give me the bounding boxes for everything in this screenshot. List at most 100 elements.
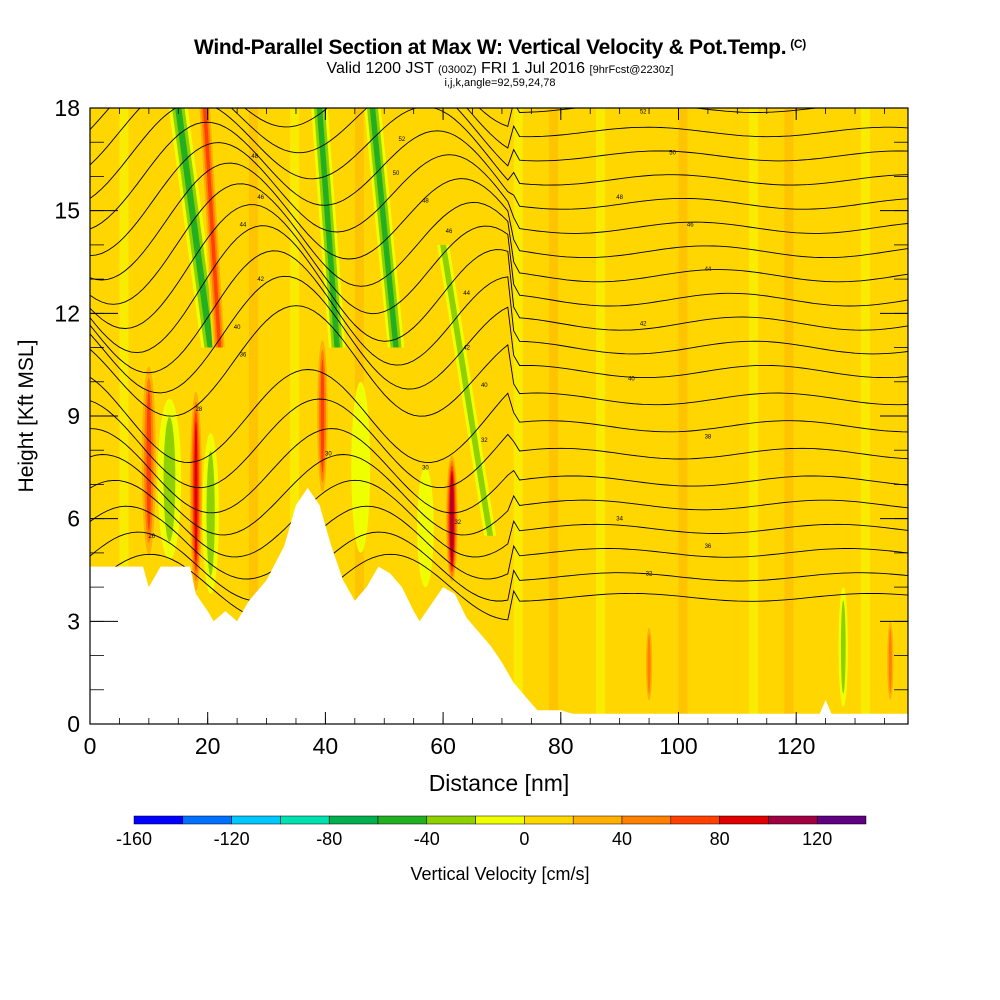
field-streak bbox=[513, 108, 523, 724]
contour-label: 42 bbox=[257, 277, 264, 283]
theta-contour-line bbox=[90, 142, 908, 257]
x-tick-label: 20 bbox=[195, 733, 221, 759]
terrain-area bbox=[90, 487, 908, 724]
colorbar-swatch bbox=[572, 815, 623, 825]
contour-label: 40 bbox=[481, 383, 488, 389]
x-tick-label: 80 bbox=[548, 733, 574, 759]
x-tick-label: 40 bbox=[313, 733, 339, 759]
theta-contour-line bbox=[90, 0, 908, 47]
theta-contour-line bbox=[90, 479, 908, 558]
contour-label: 28 bbox=[196, 407, 203, 413]
updraft-cell bbox=[320, 359, 325, 473]
theta-contour-line bbox=[90, 11, 908, 101]
theta-contour-line bbox=[90, 225, 908, 354]
theta-contour-line bbox=[478, 108, 821, 128]
theta-contour-line bbox=[90, 369, 908, 463]
colorbar-tick-label: 0 bbox=[519, 829, 529, 849]
contour-label: 44 bbox=[463, 291, 470, 297]
y-tick-label: 0 bbox=[67, 711, 80, 737]
colorbar-tick-label: 120 bbox=[802, 829, 832, 849]
contour-label: 50 bbox=[669, 150, 676, 156]
colorbar-swatch bbox=[328, 815, 379, 825]
downdraft-cell bbox=[206, 451, 215, 576]
field-streak bbox=[596, 108, 606, 724]
contour-label: 48 bbox=[616, 195, 623, 201]
contour-label: 44 bbox=[240, 222, 247, 228]
valid-z: (0300Z) bbox=[438, 64, 477, 76]
updraft-cell bbox=[450, 475, 454, 562]
theta-contour-line bbox=[90, 398, 908, 489]
contour-label: 40 bbox=[628, 376, 635, 382]
theta-contour-line bbox=[90, 505, 908, 580]
theta-contour-line bbox=[90, 250, 908, 374]
y-axis-label: Height [Kft MSL] bbox=[15, 340, 38, 493]
theta-contour-line bbox=[90, 183, 908, 305]
terrain-mask bbox=[90, 487, 908, 724]
contour-label: 30 bbox=[422, 465, 429, 471]
contour-label: 36 bbox=[705, 544, 712, 550]
forecast-label: [9hrFcst@2230z] bbox=[589, 64, 674, 76]
title-main: Wind-Parallel Section at Max W: Vertical… bbox=[194, 36, 787, 59]
field-streak bbox=[119, 108, 129, 724]
contour-label: 38 bbox=[705, 435, 712, 441]
contour-label: 40 bbox=[234, 325, 241, 331]
theta-contour-line bbox=[90, 305, 908, 417]
contour-label: 46 bbox=[446, 229, 453, 235]
contour-label: 52 bbox=[640, 109, 647, 115]
colorbar-swatch bbox=[719, 815, 769, 825]
downdraft-band bbox=[175, 108, 214, 348]
y-tick-label: 18 bbox=[54, 95, 80, 121]
y-tick-label: 9 bbox=[67, 403, 80, 429]
colorbar-swatch bbox=[768, 815, 818, 825]
theta-contour-line bbox=[90, 428, 908, 514]
updraft-cell bbox=[194, 421, 198, 562]
contour-label: 42 bbox=[463, 346, 470, 352]
colorbar-swatch bbox=[182, 815, 232, 825]
theta-contour-line bbox=[90, 121, 908, 230]
theta-contour-line bbox=[90, 553, 908, 621]
theta-contour-line bbox=[90, 162, 908, 281]
y-tick-label: 6 bbox=[67, 506, 80, 532]
valid-date: FRI 1 Jul 2016 bbox=[481, 60, 586, 77]
colorbar-swatch bbox=[377, 815, 428, 825]
contour-label: 46 bbox=[687, 222, 694, 228]
theta-contour-line bbox=[90, 454, 908, 536]
field-streak bbox=[678, 108, 688, 724]
contour-label: 52 bbox=[399, 137, 406, 143]
contour-labels: 26 28 30 32 30 32 34 32 36 38 40 42 44 46 48 50 52 36 40 42… bbox=[148, 109, 711, 577]
colorbar-swatch bbox=[280, 815, 330, 825]
contour-label: 32 bbox=[646, 571, 653, 577]
y-tick-label: 15 bbox=[54, 198, 80, 224]
colorbar-tick-label: 80 bbox=[710, 829, 730, 849]
colorbar-tick-label: 40 bbox=[612, 829, 632, 849]
theta-contour-line bbox=[90, 108, 908, 149]
colorbar-swatch bbox=[816, 815, 867, 825]
theta-contour-line bbox=[90, 108, 908, 167]
downdraft-cell bbox=[840, 600, 846, 694]
theta-contour-line bbox=[90, 108, 908, 199]
colorbar-swatch bbox=[426, 815, 476, 825]
contour-label: 48 bbox=[422, 198, 429, 204]
colorbar-tick-label: -160 bbox=[116, 829, 152, 849]
colorbar-tick-label: -120 bbox=[214, 829, 250, 849]
y-tick-label: 3 bbox=[67, 608, 80, 634]
updraft-cell bbox=[146, 390, 152, 531]
colorbar-swatch bbox=[524, 815, 574, 825]
colorbar-swatch bbox=[133, 815, 184, 825]
field-streak bbox=[549, 108, 559, 724]
updraft-cell bbox=[647, 634, 651, 695]
x-tick-label: 120 bbox=[777, 733, 815, 759]
section-params: i,j,k,angle=92,59,24,78 bbox=[444, 77, 556, 89]
contour-label: 30 bbox=[325, 452, 332, 458]
theta-contours bbox=[90, 0, 908, 621]
contour-label: 46 bbox=[257, 195, 264, 201]
downdraft-cell bbox=[417, 467, 434, 588]
contour-label: 36 bbox=[240, 352, 247, 358]
contour-label: 48 bbox=[251, 154, 258, 160]
updraft-cell bbox=[888, 628, 892, 694]
theta-contour-line bbox=[90, 0, 908, 74]
chart-title: Wind-Parallel Section at Max W: Vertical… bbox=[0, 36, 1000, 60]
downdraft-cell bbox=[351, 381, 371, 553]
